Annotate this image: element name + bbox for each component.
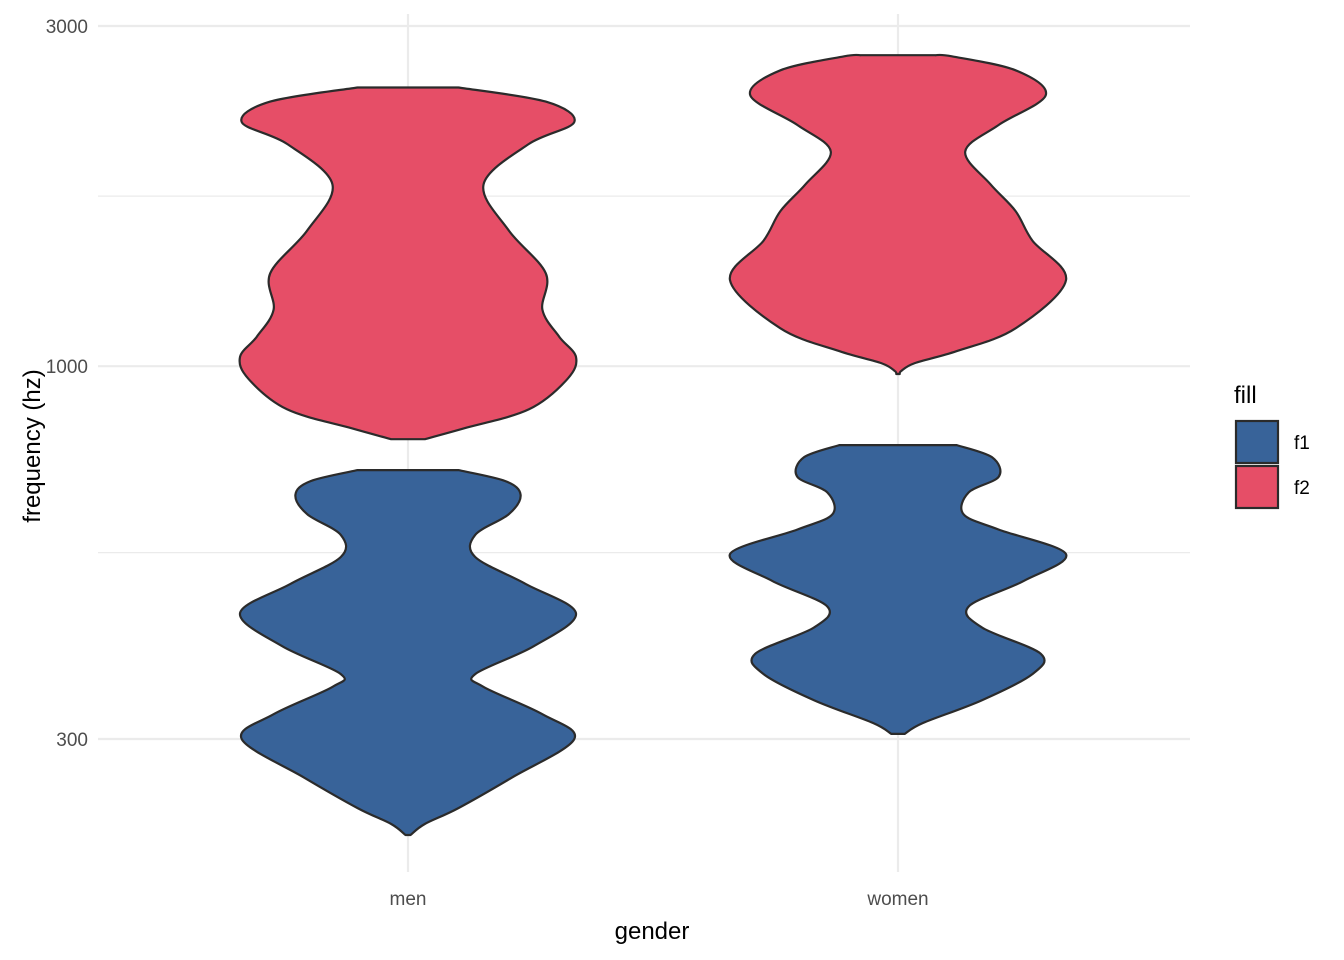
x-axis-title: gender [615, 918, 690, 945]
y-axis-title: frequency (hz) [19, 369, 46, 522]
legend: fill f1 f2 [1234, 382, 1310, 510]
y-tick-label: 300 [56, 730, 88, 751]
violin-f2-men [238, 86, 578, 441]
violin-f1-men [238, 469, 578, 837]
legend-key-f1 [1234, 419, 1280, 465]
x-tick-label-women: women [866, 889, 928, 910]
y-tick-label: 1000 [46, 357, 88, 378]
legend-label-f2: f2 [1294, 478, 1310, 499]
legend-key-f2 [1234, 464, 1280, 510]
violin-f2-women [728, 53, 1068, 376]
y-axis-tick-labels: 300 1000 3000 [46, 17, 88, 751]
violins [238, 53, 1068, 837]
x-tick-label-men: men [390, 889, 427, 910]
violin-f1-women [728, 444, 1068, 735]
y-tick-label: 3000 [46, 17, 88, 38]
legend-title: fill [1234, 382, 1257, 409]
x-axis-tick-labels: men women [390, 889, 929, 910]
legend-label-f1: f1 [1294, 433, 1310, 454]
